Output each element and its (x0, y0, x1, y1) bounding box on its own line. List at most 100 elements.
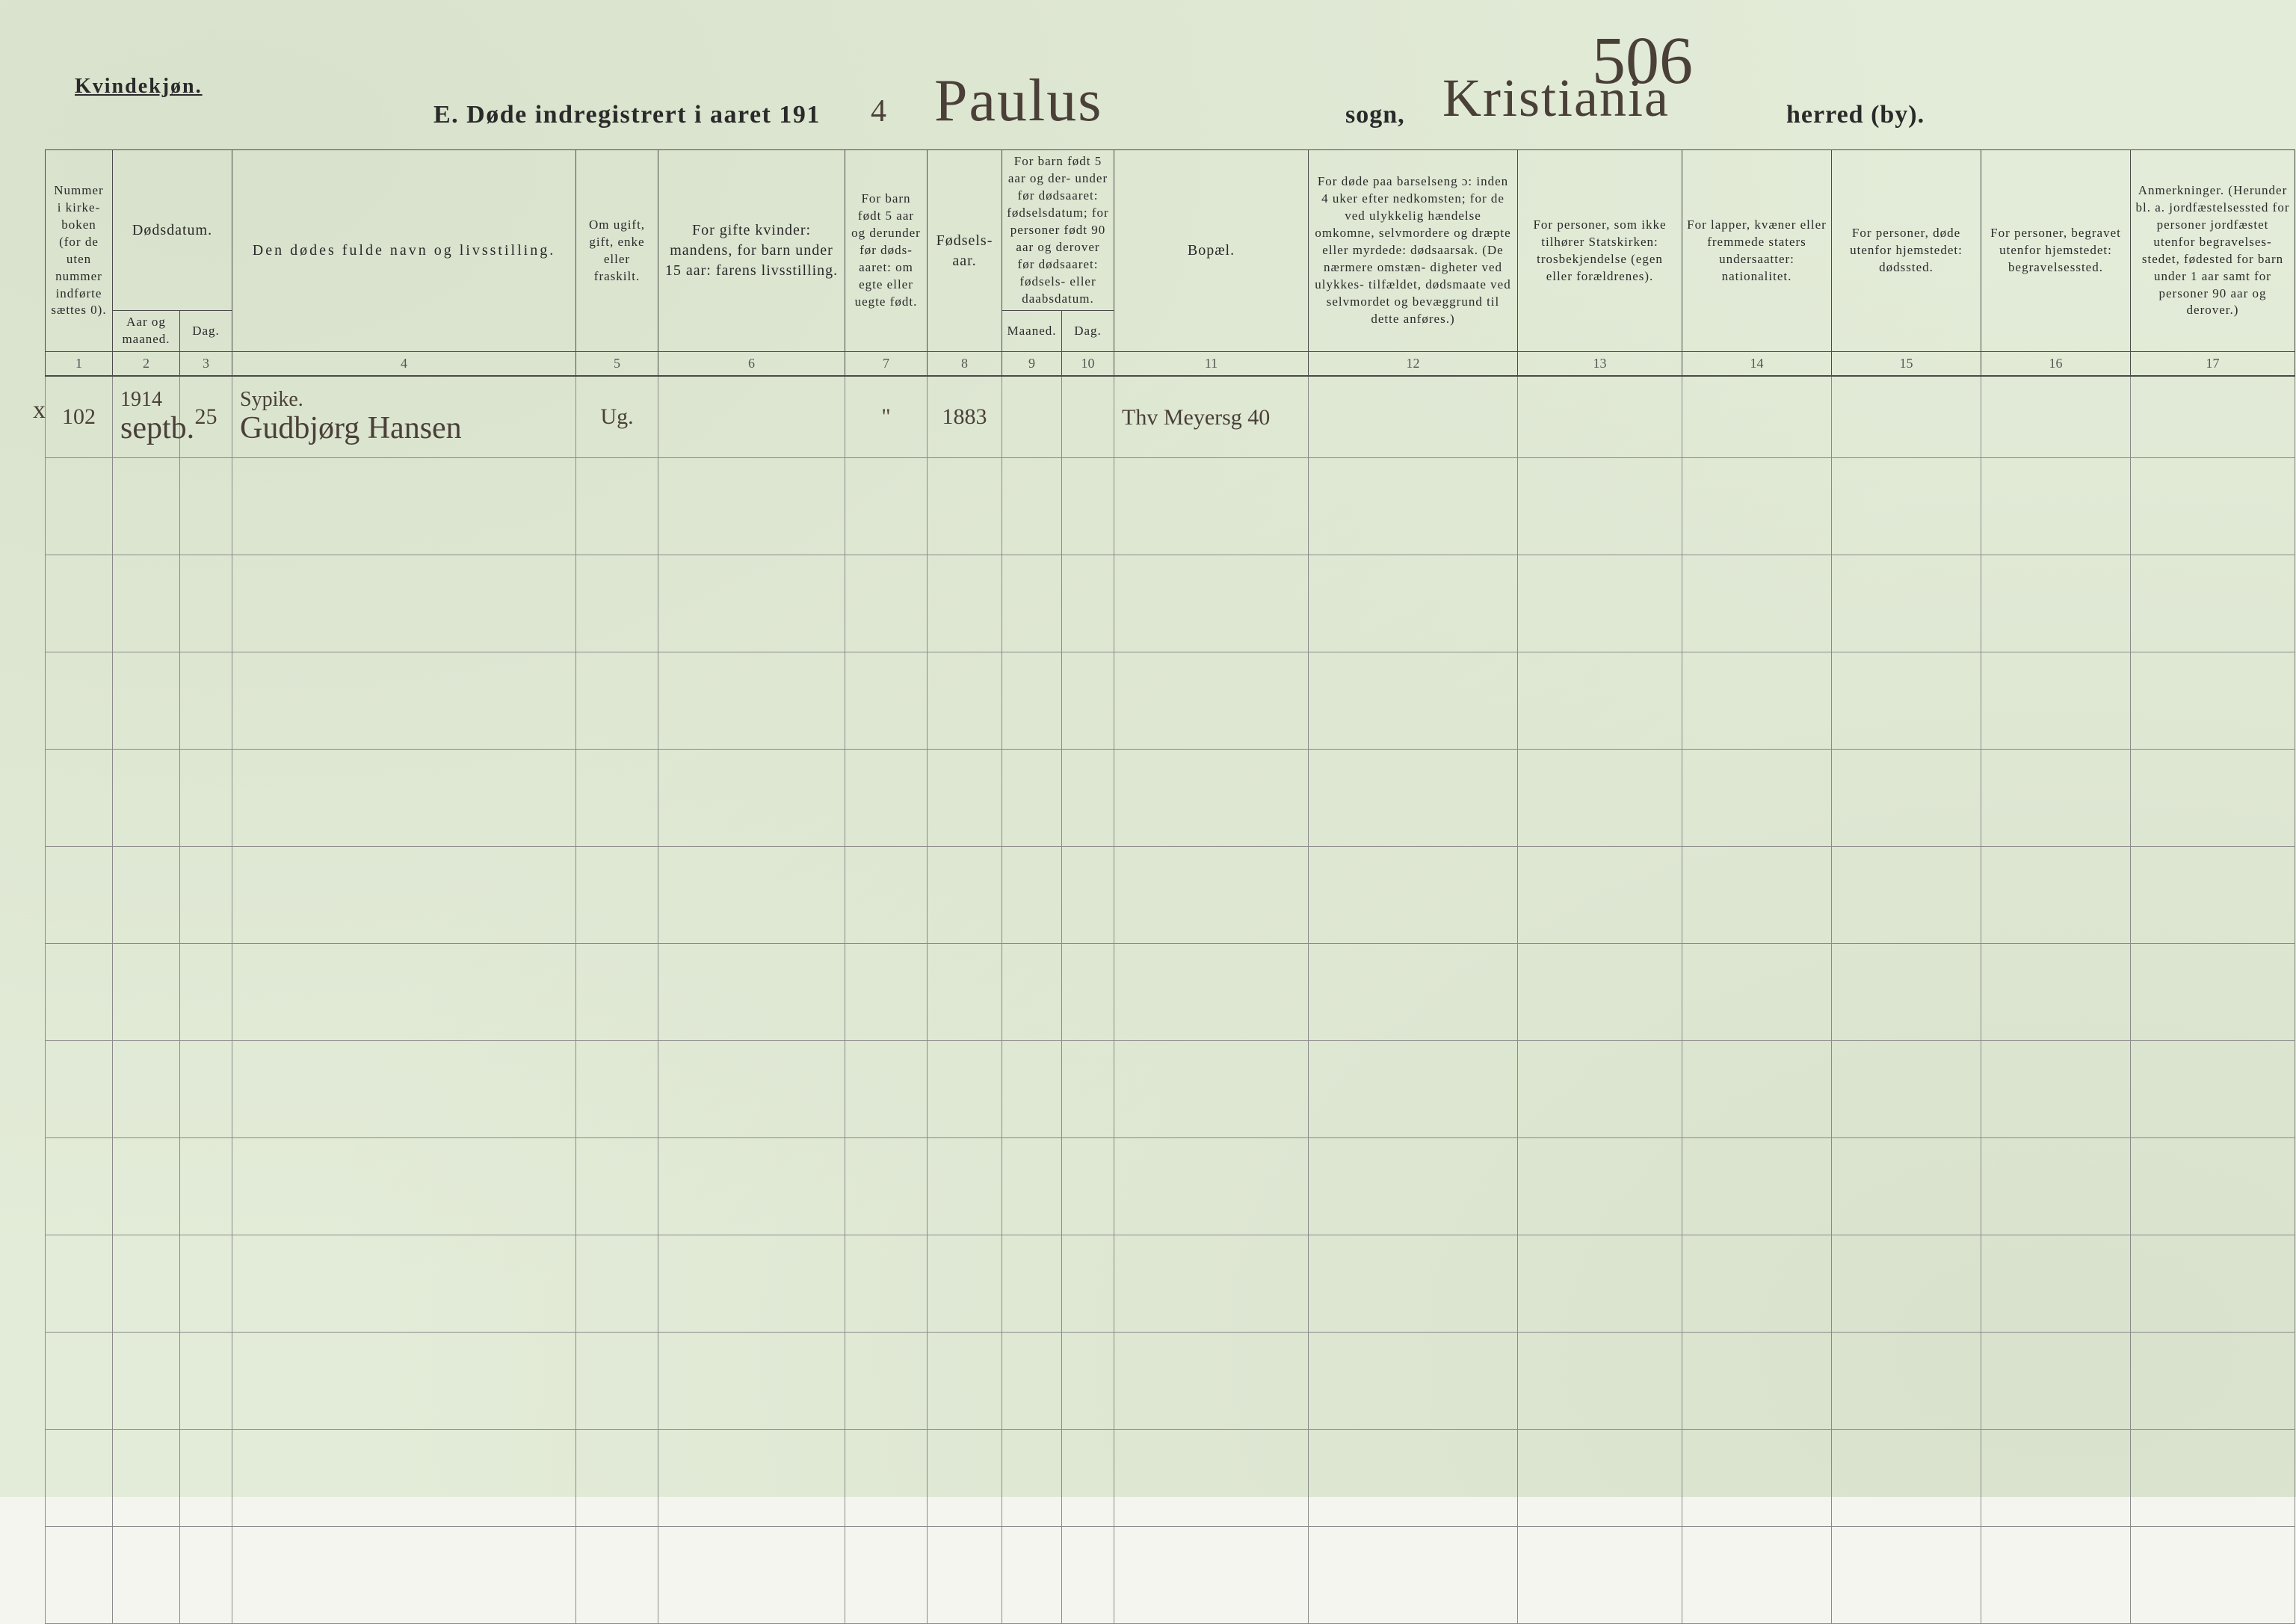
empty-cell (1981, 750, 2131, 847)
empty-cell (928, 1527, 1002, 1624)
empty-cell (845, 847, 928, 944)
column-number: 12 (1309, 352, 1518, 376)
empty-cell (1114, 1333, 1309, 1430)
empty-cell (46, 847, 113, 944)
empty-cell (928, 1138, 1002, 1235)
col-header-15: For personer, døde utenfor hjemstedet: d… (1832, 150, 1981, 352)
empty-cell (46, 458, 113, 555)
empty-cell (113, 1333, 180, 1430)
col-header-9b: Dag. (1062, 311, 1114, 352)
table-row (46, 750, 2295, 847)
column-number: 9 (1002, 352, 1062, 376)
empty-cell (1062, 1333, 1114, 1430)
table-row (46, 847, 2295, 944)
col-header-4: Den dødes fulde navn og livsstilling. (232, 150, 576, 352)
empty-cell (1062, 555, 1114, 652)
empty-cell (1309, 1041, 1518, 1138)
empty-cell (1682, 555, 1832, 652)
column-number: 13 (1518, 352, 1682, 376)
column-number: 1 (46, 352, 113, 376)
margin-mark: x (33, 396, 46, 424)
empty-cell (928, 1041, 1002, 1138)
empty-cell (46, 1041, 113, 1138)
empty-cell (1062, 1527, 1114, 1624)
empty-cell (113, 847, 180, 944)
empty-cell (1309, 1138, 1518, 1235)
empty-cell (576, 847, 658, 944)
empty-cell (180, 750, 232, 847)
empty-cell (1062, 847, 1114, 944)
table-body: 1021914septb.25Sypike.Gudbjørg HansenUg.… (46, 376, 2295, 1624)
year-digit-handwritten: 4 (871, 93, 886, 129)
empty-cell (180, 555, 232, 652)
table-row (46, 458, 2295, 555)
empty-cell (845, 555, 928, 652)
empty-cell (845, 458, 928, 555)
column-number: 16 (1981, 352, 2131, 376)
empty-cell (1518, 652, 1682, 750)
empty-cell (232, 555, 576, 652)
ledger-page: Kvindekjøn. E. Døde indregistrert i aare… (0, 0, 2296, 1497)
empty-cell (576, 1041, 658, 1138)
table-row (46, 555, 2295, 652)
empty-cell (232, 1235, 576, 1333)
gender-label: Kvindekjøn. (75, 75, 203, 99)
empty-cell (2131, 1333, 2295, 1430)
entry-col12 (1309, 376, 1518, 458)
col-header-4-text: Den dødes fulde navn og livsstilling. (253, 242, 555, 259)
col-header-5: Om ugift, gift, enke eller fraskilt. (576, 150, 658, 352)
empty-cell (576, 555, 658, 652)
empty-cell (2131, 652, 2295, 750)
empty-cell (576, 750, 658, 847)
empty-cell (180, 1138, 232, 1235)
empty-cell (46, 1138, 113, 1235)
column-number: 4 (232, 352, 576, 376)
empty-cell (46, 1333, 113, 1430)
empty-cell (232, 652, 576, 750)
empty-cell (46, 750, 113, 847)
empty-cell (576, 652, 658, 750)
empty-cell (658, 1138, 845, 1235)
col-header-8: Fødsels- aar. (928, 150, 1002, 352)
empty-cell (1832, 1430, 1981, 1527)
col-header-7: For barn født 5 aar og derunder før døds… (845, 150, 928, 352)
empty-cell (1832, 847, 1981, 944)
empty-cell (113, 458, 180, 555)
empty-cell (180, 458, 232, 555)
empty-cell (576, 1333, 658, 1430)
empty-cell (658, 1430, 845, 1527)
empty-cell (1981, 1235, 2131, 1333)
entry-col14 (1682, 376, 1832, 458)
table-row: 1021914septb.25Sypike.Gudbjørg HansenUg.… (46, 376, 2295, 458)
empty-cell (1002, 1235, 1062, 1333)
empty-cell (232, 1041, 576, 1138)
empty-cell (2131, 1138, 2295, 1235)
column-number: 7 (845, 352, 928, 376)
empty-cell (928, 1235, 1002, 1333)
empty-cell (46, 652, 113, 750)
column-number: 15 (1832, 352, 1981, 376)
col-header-12: For døde paa barselseng ɔ: inden 4 uker … (1309, 150, 1518, 352)
empty-cell (1832, 750, 1981, 847)
empty-cell (1981, 847, 2131, 944)
empty-cell (2131, 847, 2295, 944)
empty-cell (1832, 944, 1981, 1041)
col-header-2-group: Dødsdatum. (113, 150, 232, 311)
empty-cell (1832, 1333, 1981, 1430)
entry-col16 (1981, 376, 2131, 458)
column-number: 8 (928, 352, 1002, 376)
sogn-label: sogn, (1345, 101, 1405, 129)
empty-cell (180, 847, 232, 944)
empty-cell (1114, 652, 1309, 750)
empty-cell (113, 652, 180, 750)
column-number: 5 (576, 352, 658, 376)
empty-cell (232, 750, 576, 847)
empty-cell (1002, 1138, 1062, 1235)
col-header-14: For lapper, kvæner eller fremmede stater… (1682, 150, 1832, 352)
col-header-11: Bopæl. (1114, 150, 1309, 352)
entry-col15 (1832, 376, 1981, 458)
entry-col13 (1518, 376, 1682, 458)
entry-col7: " (845, 376, 928, 458)
table-row (46, 1333, 2295, 1430)
empty-cell (1062, 1138, 1114, 1235)
